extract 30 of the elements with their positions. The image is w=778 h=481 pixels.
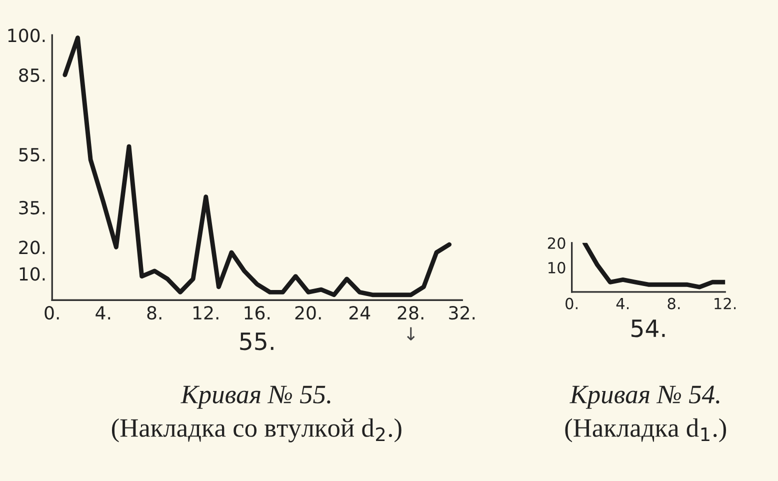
x-tick-label: 4. — [96, 306, 110, 320]
x-tick-label: 4. — [616, 298, 629, 310]
y-tick-label: 20 — [548, 237, 566, 249]
y-tick-label: 10 — [548, 262, 566, 274]
x-tick-label: 0. — [566, 298, 578, 310]
x-tick-label: 32. — [449, 306, 475, 320]
x-tick-label: 8. — [147, 306, 162, 320]
y-tick-label: 85. — [19, 68, 45, 82]
text: Кривая № 54. — [570, 386, 720, 409]
text: ↓ — [407, 327, 415, 340]
x-tick-label: 24 — [349, 306, 370, 320]
x-tick-label: 8. — [668, 298, 680, 310]
x-axis-title: 55. — [240, 332, 274, 350]
y-tick-label: 10. — [20, 267, 45, 281]
line-series — [62, 36, 452, 298]
y-tick-label: 20. — [19, 240, 45, 254]
text: Кривая № 55. — [180, 386, 330, 409]
y-tick-label: 35. — [19, 200, 45, 214]
x-tick-label: 0. — [44, 306, 59, 320]
y-tick-label: 100. — [8, 28, 45, 42]
x-tick-label: 28. — [398, 306, 424, 320]
x-axis-title: 54. — [632, 320, 665, 338]
y-tick-label: 55. — [19, 148, 45, 162]
text: (Накладка со втулкой d$_{2}$.) — [112, 418, 402, 442]
line-series — [582, 242, 726, 290]
x-tick-label: 12. — [714, 298, 736, 310]
x-tick-label: 12. — [194, 306, 218, 320]
text: (Накладка d$_{1}$.) — [565, 418, 726, 442]
x-tick-label: 16. — [244, 306, 270, 320]
x-tick-label: 20. — [295, 306, 321, 320]
